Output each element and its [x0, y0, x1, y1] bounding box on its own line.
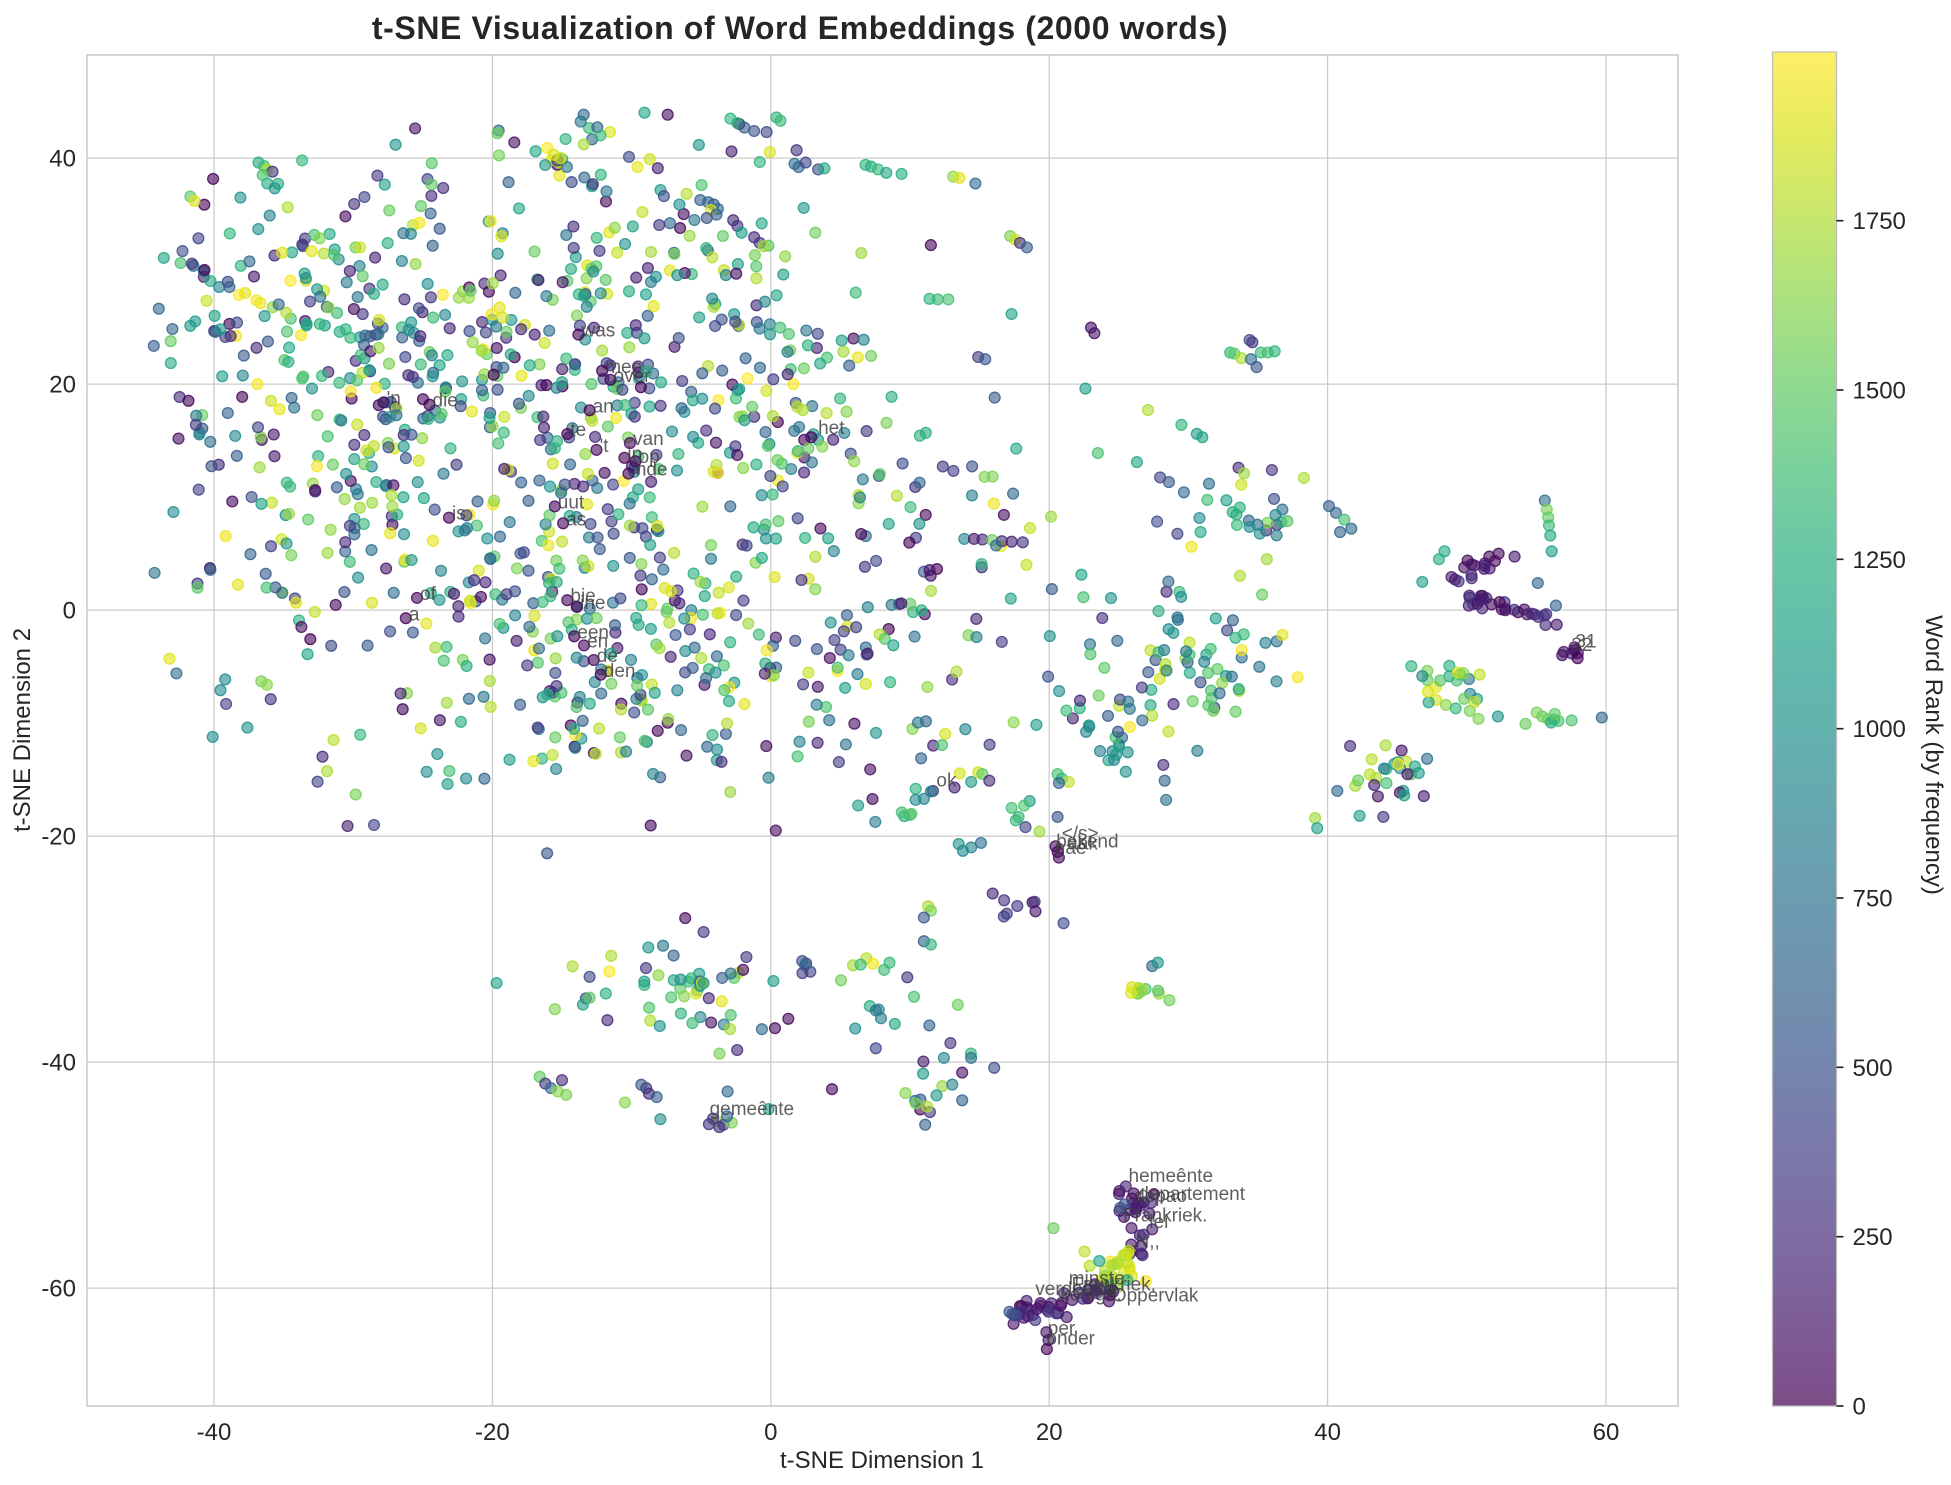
svg-text:die: die	[433, 391, 458, 412]
svg-text:a: a	[409, 604, 420, 625]
svg-text:-40: -40	[197, 1419, 232, 1446]
svg-text:-20: -20	[41, 824, 76, 851]
svg-text:an: an	[593, 396, 614, 417]
svg-text:0: 0	[764, 1419, 777, 1446]
svg-text:aak: aak	[1067, 834, 1098, 855]
svg-text:40: 40	[49, 146, 76, 173]
svg-text:-60: -60	[41, 1276, 76, 1303]
svg-text:bie: bie	[570, 586, 595, 607]
svg-text:1750: 1750	[1853, 208, 1906, 235]
svg-text:mee: mee	[605, 357, 642, 378]
svg-text:'n: 'n	[387, 388, 401, 409]
svg-text:0: 0	[63, 598, 76, 625]
svg-text:de: de	[597, 646, 618, 667]
svg-text:Frankriek,: Frankriek,	[1072, 1274, 1156, 1295]
svg-text:1500: 1500	[1853, 378, 1906, 405]
svg-text:Frankriek.: Frankriek.	[1123, 1205, 1207, 1226]
svg-text:over: over	[614, 366, 652, 387]
svg-text:bekend: bekend	[1056, 831, 1118, 852]
svg-text:20: 20	[1036, 1419, 1063, 1446]
svg-text:depao: depao	[1134, 1186, 1187, 1207]
svg-text:den: den	[604, 661, 636, 682]
svg-text:lei: lei	[1149, 1212, 1168, 1233]
svg-text:</s>: </s>	[1062, 824, 1099, 845]
svg-text:van: van	[633, 429, 664, 450]
svg-text:uut: uut	[558, 492, 585, 513]
svg-text:ok: ok	[936, 770, 957, 791]
svg-text:nae: nae	[1055, 838, 1087, 859]
svg-text:konige.: konige.	[1060, 1285, 1121, 1306]
svg-text:750: 750	[1853, 886, 1893, 913]
svg-text:hemeênte: hemeênte	[1129, 1166, 1214, 1187]
svg-text:60: 60	[1593, 1419, 1620, 1446]
svg-text:te: te	[570, 420, 586, 441]
svg-text:500: 500	[1853, 1055, 1893, 1082]
svg-text:was: was	[581, 321, 616, 342]
svg-text:0: 0	[1853, 1394, 1866, 1421]
svg-text:1000: 1000	[1853, 716, 1906, 743]
svg-text:op: op	[639, 447, 660, 468]
svg-text:-40: -40	[41, 1050, 76, 1077]
svg-text:het: het	[818, 418, 845, 439]
svg-text:Word Rank (by frequency): Word Rank (by frequency)	[1920, 615, 1947, 895]
svg-text:40: 40	[1314, 1419, 1341, 1446]
svg-text:inde: inde	[632, 460, 668, 481]
svg-text:ine: ine	[580, 593, 605, 614]
svg-text:-20: -20	[475, 1419, 510, 1446]
svg-text:verdeelde: verdeelde	[1035, 1279, 1118, 1300]
svg-text:per: per	[1048, 1318, 1076, 1339]
svg-text:minste: minste	[1069, 1269, 1125, 1290]
svg-text:departement: departement	[1138, 1184, 1245, 1205]
svg-text:N,,: N,,	[1136, 1231, 1160, 1252]
svg-text:20: 20	[49, 372, 76, 399]
svg-text:in: in	[627, 444, 642, 465]
svg-text:een: een	[577, 622, 609, 643]
svg-text:gemeênte: gemeênte	[710, 1099, 795, 1120]
svg-text:31: 31	[1575, 631, 1596, 652]
svg-text:Oppervlak: Oppervlak	[1112, 1286, 1199, 1307]
svg-text:1250: 1250	[1853, 547, 1906, 574]
svg-text:is: is	[452, 504, 466, 525]
svg-text:as: as	[566, 509, 586, 530]
svg-text:of: of	[420, 584, 437, 605]
svg-text:32: 32	[1571, 635, 1592, 656]
svg-text:'t: 't	[600, 436, 610, 457]
svg-text:t-SNE Dimension 1: t-SNE Dimension 1	[780, 1447, 984, 1474]
svg-text:t-SNE Dimension 2: t-SNE Dimension 2	[9, 628, 36, 832]
svg-text:en: en	[587, 631, 608, 652]
svg-text:250: 250	[1853, 1224, 1893, 1251]
svg-text:t-SNE Visualization of Word Em: t-SNE Visualization of Word Embeddings (…	[372, 10, 1228, 46]
svg-text:onder: onder	[1046, 1329, 1095, 1350]
